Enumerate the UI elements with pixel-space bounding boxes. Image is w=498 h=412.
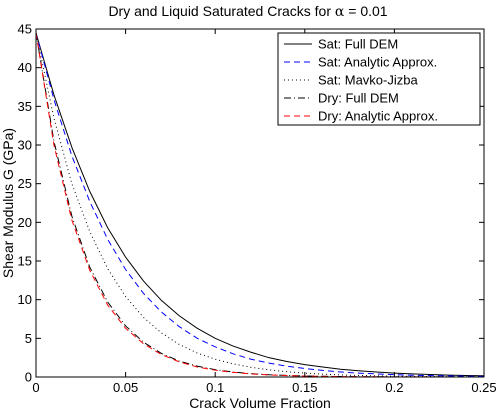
y-tick-label: 15 xyxy=(18,254,32,269)
y-axis-ticks: 0 5 10 15 20 25 30 35 40 45 xyxy=(18,22,484,385)
chart-title-prefix: Dry and Liquid Saturated Cracks for xyxy=(108,3,334,19)
y-tick-label: 30 xyxy=(18,138,32,153)
x-axis-ticks: 0 0.05 0.1 0.15 0.2 0.25 xyxy=(32,29,497,395)
y-axis-label: Shear Modulus G (GPa) xyxy=(0,128,16,278)
y-tick-label: 10 xyxy=(18,292,32,307)
series-line-3 xyxy=(35,32,485,378)
x-tick-label: 0.25 xyxy=(471,380,496,395)
x-tick-label: 0.05 xyxy=(113,380,138,395)
y-tick-label: 20 xyxy=(18,215,32,230)
y-tick-label: 40 xyxy=(18,60,32,75)
x-tick-label: 0 xyxy=(32,380,39,395)
legend-label-5: Dry: Analytic Approx. xyxy=(318,109,438,124)
series-line-1 xyxy=(35,32,485,377)
x-axis-label: Crack Volume Fraction xyxy=(189,395,331,411)
legend-label-4: Dry: Full DEM xyxy=(318,91,399,106)
chart-title-symbol: α xyxy=(335,4,345,20)
legend-box xyxy=(277,32,481,126)
x-tick-label: 0.2 xyxy=(385,380,403,395)
legend-label-2: Sat: Analytic Approx. xyxy=(318,55,437,70)
chart-title-suffix: = 0.01 xyxy=(344,3,387,19)
legend-label-1: Sat: Full DEM xyxy=(318,37,398,52)
series-line-2 xyxy=(35,32,485,377)
y-tick-label: 35 xyxy=(18,99,32,114)
x-tick-label: 0.1 xyxy=(206,380,224,395)
x-tick-label: 0.15 xyxy=(292,380,317,395)
y-tick-label: 0 xyxy=(25,370,32,385)
plot-area-frame xyxy=(35,28,485,378)
chart-title: Dry and Liquid Saturated Cracks for α = … xyxy=(108,3,387,20)
y-tick-label: 25 xyxy=(18,176,32,191)
y-tick-label: 45 xyxy=(18,22,32,37)
y-tick-label: 5 xyxy=(25,331,32,346)
legend: Sat: Full DEM Sat: Analytic Approx. Sat: M… xyxy=(277,32,481,126)
legend-label-3: Sat: Mavko-Jizba xyxy=(318,73,418,88)
